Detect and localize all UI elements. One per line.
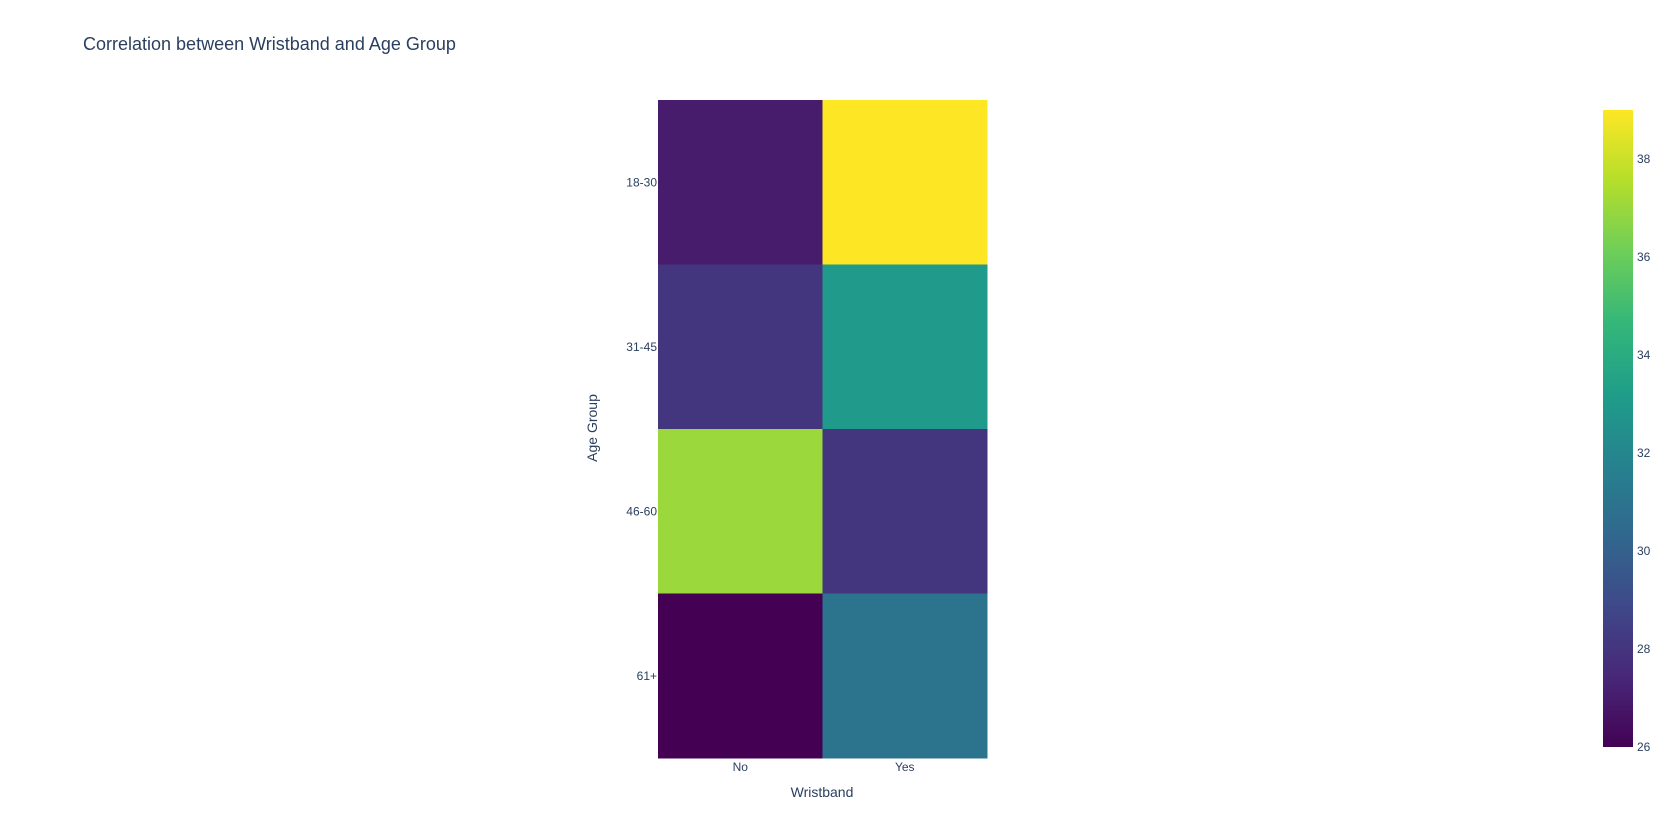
- heatmap-cell-31-45-Yes: [822, 264, 988, 430]
- y-tick-label: 31-45: [626, 340, 657, 354]
- colorbar-tick-label: 36: [1637, 250, 1651, 264]
- y-axis-ticks: 18-30 31-45 46-60 61+: [626, 175, 657, 683]
- x-axis-ticks: No Yes: [733, 760, 915, 774]
- heatmap-cells: [658, 100, 988, 759]
- y-tick-label: 18-30: [626, 175, 657, 189]
- x-tick-label: Yes: [895, 760, 915, 774]
- y-axis-title: Age Group: [584, 394, 600, 462]
- heatmap-cell-18-30-Yes: [822, 100, 988, 265]
- heatmap-cell-31-45-No: [658, 264, 823, 430]
- heatmap-cell-18-30-No: [658, 100, 823, 265]
- colorbar-tick-label: 34: [1637, 348, 1651, 362]
- colorbar-tick-label: 26: [1637, 740, 1651, 754]
- chart-title: Correlation between Wristband and Age Gr…: [83, 34, 456, 54]
- heatmap-cell-61+-No: [658, 593, 823, 759]
- colorbar-tick-label: 32: [1637, 446, 1651, 460]
- colorbar-tick-label: 30: [1637, 544, 1651, 558]
- colorbar-tick-label: 38: [1637, 152, 1651, 166]
- x-axis-title: Wristband: [791, 784, 854, 800]
- heatmap-cell-46-60-No: [658, 429, 823, 594]
- x-tick-label: No: [733, 760, 749, 774]
- y-tick-label: 61+: [637, 669, 657, 683]
- colorbar: [1603, 110, 1633, 747]
- y-tick-label: 46-60: [626, 504, 657, 518]
- heatmap-cell-61+-Yes: [822, 593, 988, 759]
- colorbar-tick-label: 28: [1637, 642, 1651, 656]
- colorbar-ticks: 26 28 30 32 34 36 38: [1637, 152, 1651, 754]
- heatmap-cell-46-60-Yes: [822, 429, 988, 594]
